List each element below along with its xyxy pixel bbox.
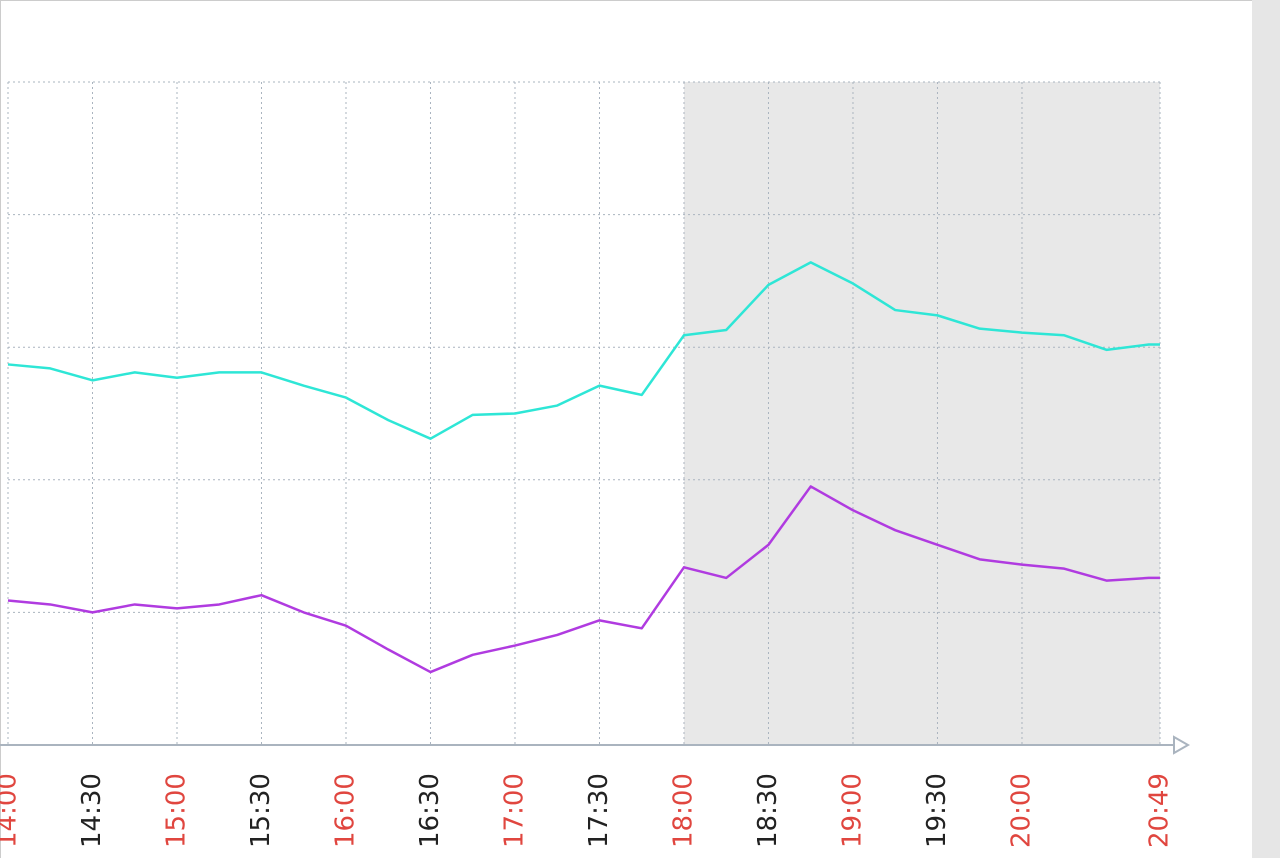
x-tick-label: 16:30 — [415, 773, 445, 848]
x-tick-label: 15:30 — [246, 773, 276, 848]
x-tick-label: 18:30 — [753, 773, 783, 848]
x-tick-label: 17:30 — [584, 773, 614, 848]
x-tick-label: 16:00 — [330, 773, 360, 848]
series-line — [7, 485, 1160, 674]
x-tick-label: 20:49 — [1145, 773, 1175, 848]
shaded-period — [683, 82, 1160, 745]
x-tick-label: 19:30 — [922, 773, 952, 848]
x-tick-label: 20:00 — [1006, 773, 1036, 848]
x-tick-label: 15:00 — [161, 773, 191, 848]
scrollbar[interactable] — [1252, 0, 1280, 858]
plot-area: 14:00 14:30 15:00 15:30 16:00 16:30 17:00 17:30… — [0, 81, 1191, 848]
series-line — [7, 261, 1160, 440]
x-tick-label: 19:00 — [837, 773, 867, 848]
x-tick-label: 17:00 — [499, 773, 529, 848]
axis-arrow — [1173, 735, 1191, 755]
x-tick-label: 14:30 — [77, 773, 107, 848]
x-tick-label: 14:00 — [0, 773, 23, 848]
x-tick-label: 18:00 — [668, 773, 698, 848]
